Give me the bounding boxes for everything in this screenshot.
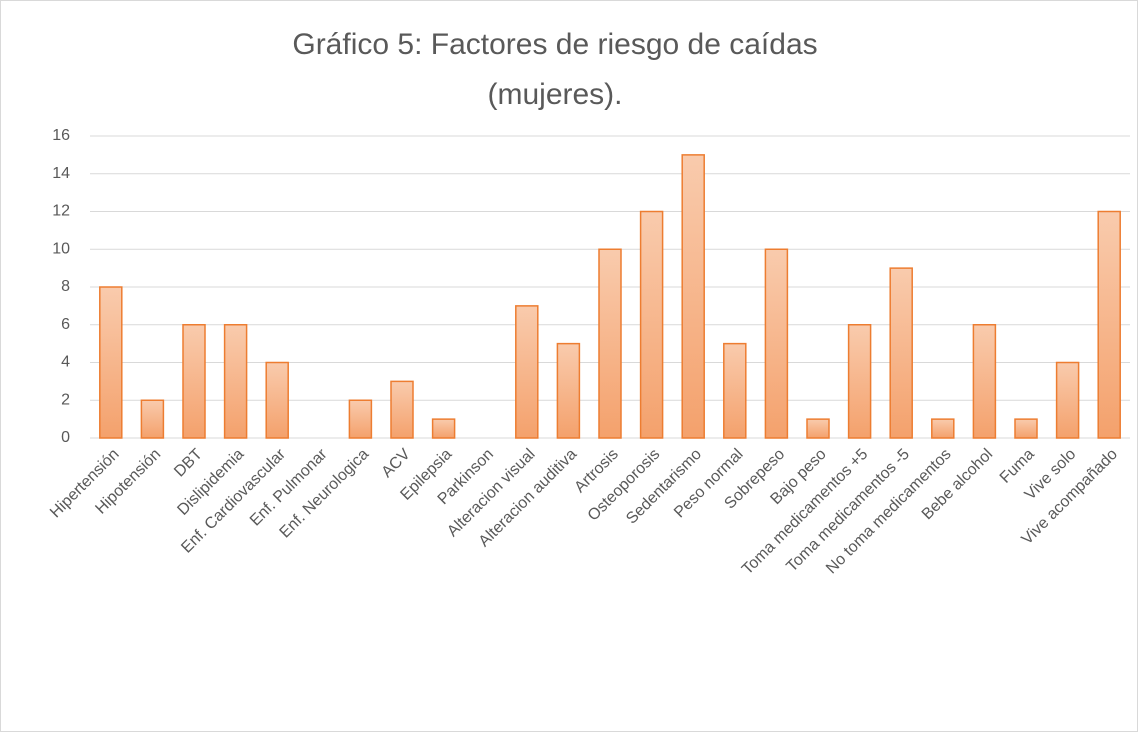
- bar: [1055, 361, 1080, 439]
- bar: [1014, 418, 1038, 439]
- bar: [182, 324, 206, 439]
- bar: [1097, 210, 1121, 439]
- bar: [972, 324, 997, 439]
- y-tick-label: 12: [52, 203, 70, 220]
- bar: [390, 380, 414, 439]
- bar: [99, 286, 123, 439]
- y-tick-label: 8: [61, 278, 70, 295]
- bar: [140, 399, 165, 439]
- bar: [681, 154, 705, 439]
- y-tick-label: 10: [52, 240, 70, 257]
- bar: [556, 342, 581, 439]
- bar: [639, 210, 664, 439]
- y-tick-label: 2: [61, 391, 70, 408]
- y-tick-label: 14: [52, 165, 70, 182]
- y-tick-label: 6: [61, 316, 70, 333]
- y-tick-label: 0: [61, 429, 70, 446]
- bar: [847, 324, 872, 439]
- chart-title: (mujeres).: [487, 78, 622, 111]
- bar: [889, 267, 913, 439]
- bar: [265, 361, 289, 439]
- bar: [515, 305, 539, 439]
- bar: [348, 399, 373, 439]
- bar: [431, 418, 456, 439]
- y-tick-label: 4: [61, 354, 70, 371]
- chart-title: Gráfico 5: Factores de riesgo de caídas: [292, 28, 817, 61]
- bar: [806, 418, 830, 439]
- bar: [723, 342, 747, 439]
- y-tick-label: 16: [52, 127, 70, 144]
- bar: [764, 248, 789, 439]
- bar: [931, 418, 955, 439]
- bar: [223, 324, 248, 439]
- bar: [598, 248, 622, 439]
